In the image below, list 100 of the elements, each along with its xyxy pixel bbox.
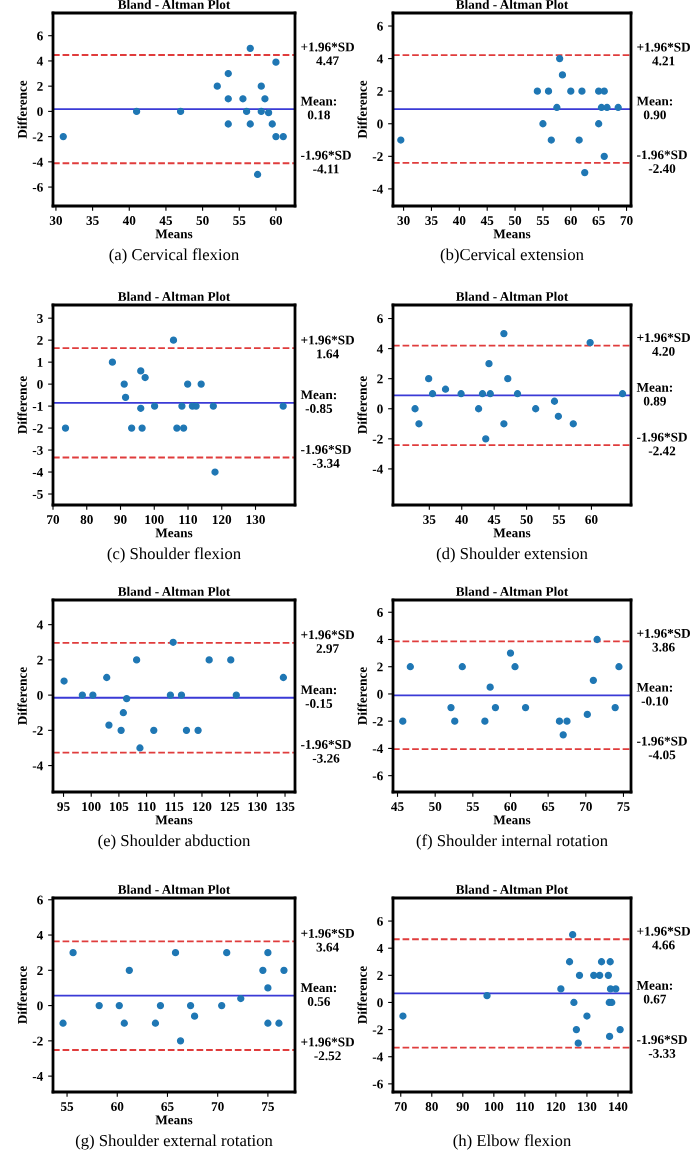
x-tick-label: 35 [423, 515, 436, 525]
y-tick-label: 4 [36, 56, 44, 66]
y-tick-label: -4 [32, 157, 44, 167]
chart-title: Bland - Altman Plot [455, 586, 569, 596]
y-tick-label: 2 [37, 655, 43, 665]
text: (c) Shoulder flexion [107, 547, 241, 563]
y-tick-label: -2 [372, 717, 383, 726]
y-tick-label: 6 [37, 31, 43, 41]
y-tick-label: -6 [372, 771, 383, 781]
x-tick-label: 55 [233, 216, 246, 226]
y-axis-title: Difference [17, 966, 27, 1024]
x-tick-label: 55 [466, 802, 479, 812]
y-tick-label: -2 [372, 1025, 383, 1035]
x-tick-label: 55 [536, 216, 550, 226]
y-axis-title: Difference [17, 667, 27, 725]
ref-line-label: Mean: -0.85 [300, 390, 337, 414]
y-tick-label: -2 [32, 132, 43, 142]
ref-line-label: +1.96*SD 4.47 [301, 42, 354, 66]
x-tick-label: 40 [455, 515, 468, 525]
y-tick-label: 4 [376, 635, 384, 645]
x-tick-label: 95 [57, 802, 70, 812]
ref-line-label: +1.96*SD 4.21 [637, 42, 690, 66]
x-tick-label: 80 [425, 1102, 438, 1112]
y-tick-label: -2 [32, 423, 43, 433]
y-tick-label: 0 [37, 690, 43, 700]
x-tick-label: 50 [520, 515, 533, 525]
y-axis-title: Difference [17, 376, 27, 434]
chart-title: Bland - Altman Plot [455, 291, 569, 301]
text: (d) Shoulder extension [436, 547, 588, 563]
ref-line-label: -1.96*SD -4.05 [637, 736, 687, 760]
x-tick-label: 130 [246, 515, 265, 525]
ref-line-label: Mean: 0.18 [300, 96, 337, 120]
x-tick-label: 135 [276, 802, 295, 812]
y-tick-label: 0 [377, 404, 383, 414]
x-tick-label: 70 [620, 216, 633, 226]
x-axis-title: Means [493, 815, 531, 825]
ref-line-label: +1.96*SD 1.64 [301, 335, 354, 359]
x-tick-label: 60 [585, 515, 598, 525]
x-tick-label: 120 [193, 802, 212, 812]
x-tick-label: 110 [179, 515, 198, 525]
x-axis-title: Means [493, 229, 531, 239]
y-tick-label: -3 [32, 445, 43, 455]
ref-line-label: Mean: 0.67 [636, 981, 673, 1004]
x-tick-label: 90 [456, 1102, 469, 1112]
x-tick-label: 45 [487, 515, 501, 525]
x-axis-title: Means [155, 528, 193, 538]
x-tick-label: 65 [542, 802, 555, 812]
x-tick-label: 80 [80, 515, 93, 525]
y-axis-title: Difference [357, 376, 367, 434]
y-tick-label: 4 [376, 344, 384, 354]
x-tick-label: 50 [509, 216, 522, 226]
x-tick-label: 60 [269, 216, 283, 226]
text: (e) Shoulder abduction [98, 834, 251, 850]
y-tick-label: -4 [32, 761, 44, 771]
y-tick-label: 6 [377, 608, 383, 617]
y-tick-label: 6 [37, 895, 43, 905]
chart-title: Bland - Altman Plot [117, 0, 231, 9]
chart-title: Bland - Altman Plot [117, 291, 231, 301]
y-tick-label: 2 [377, 662, 383, 672]
y-tick-label: 0 [377, 689, 383, 699]
x-axis-title: Means [155, 815, 193, 825]
ref-line-label: +1.96*SD 4.20 [637, 333, 690, 356]
ref-line-label: +1.96*SD 4.66 [637, 926, 690, 950]
x-tick-label: 130 [248, 802, 267, 812]
x-tick-label: 65 [592, 216, 605, 226]
y-tick-label: -4 [372, 464, 384, 474]
x-tick-label: 40 [452, 216, 466, 226]
y-tick-label: 2 [37, 82, 43, 91]
y-axis-title: Difference [357, 966, 367, 1024]
y-tick-label: 4 [376, 944, 384, 953]
text: (g) Shoulder external rotation [75, 1134, 273, 1150]
x-tick-label: 70 [579, 802, 592, 812]
x-tick-label: 70 [394, 1102, 407, 1112]
x-tick-label: 35 [425, 216, 438, 226]
ref-line-label: Mean: -0.15 [300, 685, 337, 709]
x-tick-label: 100 [485, 1102, 504, 1112]
ref-line-label: -1.96*SD -3.34 [301, 445, 351, 468]
y-axis-title: Difference [357, 80, 367, 139]
x-tick-label: 90 [114, 515, 127, 525]
y-tick-label: 0 [377, 119, 383, 129]
y-tick-label: -5 [32, 489, 43, 499]
x-tick-label: 75 [262, 1102, 274, 1112]
y-tick-label: -2 [32, 1036, 43, 1046]
y-tick-label: -2 [372, 434, 383, 444]
ref-line-label: +1.96*SD 3.86 [637, 628, 690, 652]
y-tick-label: -4 [32, 1072, 44, 1081]
x-tick-label: 70 [47, 515, 60, 525]
y-tick-label: 4 [376, 54, 384, 64]
x-tick-label: 65 [161, 1102, 174, 1112]
x-tick-label: 60 [564, 216, 577, 226]
x-tick-label: 70 [211, 1102, 224, 1112]
ref-line-label: +1.96*SD 3.64 [301, 928, 354, 952]
y-tick-label: 3 [37, 314, 43, 323]
ref-line-label: -1.96*SD -3.33 [637, 1035, 687, 1058]
x-tick-label: 120 [547, 1102, 566, 1112]
x-tick-label: 50 [429, 802, 442, 812]
y-tick-label: 2 [377, 374, 383, 384]
chart-title: Bland - Altman Plot [117, 884, 231, 894]
x-axis-title: Means [155, 229, 193, 239]
chart-title: Bland - Altman Plot [455, 884, 569, 894]
